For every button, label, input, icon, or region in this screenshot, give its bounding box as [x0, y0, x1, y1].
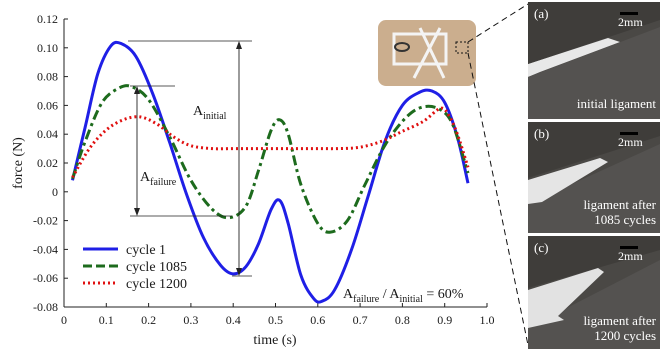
micrograph-initial: (a) 2mm initial ligament: [528, 2, 660, 119]
x-tick-label: 0.2: [141, 313, 156, 327]
legend-label-cycle-1200: cycle 1200: [126, 277, 187, 292]
lower-material: [528, 260, 660, 349]
ligament-gap: [528, 38, 620, 77]
scale-bar-a: [620, 12, 638, 15]
series-line-cycle-1: [71, 40, 470, 304]
zoom-leader-top: [467, 3, 529, 43]
x-tick-label: 1.0: [480, 313, 495, 327]
y-tick-label: -0.04: [33, 242, 58, 256]
ligament-gap: [528, 158, 608, 204]
panel-label-c: (c): [534, 240, 549, 255]
upper-material: [528, 2, 660, 64]
legend: cycle 1 cycle 1085 cycle 1200: [83, 243, 187, 292]
a-failure-arrowhead-top: [134, 86, 140, 94]
a-failure-label: Afailure: [140, 170, 177, 188]
micrograph-1085: (b) 2mm ligament after 1085 cycles: [528, 122, 660, 233]
caption-c-line-2: 1200 cycles: [594, 328, 656, 343]
specimen-strut-1: [418, 27, 446, 79]
scale-bar-b: [620, 132, 638, 135]
upper-material: [528, 122, 660, 178]
caption-b: ligament after 1085 cycles: [583, 197, 656, 227]
y-tick-label: 0.04: [37, 127, 58, 141]
legend-label-cycle-1085: cycle 1085: [126, 260, 187, 275]
x-tick-label: 0.5: [268, 313, 283, 327]
lower-material: [528, 27, 660, 119]
x-axis-title: time (s): [253, 333, 296, 348]
micrograph-1200-art: [528, 236, 660, 349]
x-tick-label: 0.4: [226, 313, 241, 327]
zoom-leader-bottom: [467, 52, 529, 346]
x-tick-label: 0.8: [395, 313, 410, 327]
y-tick-label: 0.12: [37, 12, 58, 26]
specimen-inset-photo: [378, 20, 476, 86]
a-failure-arrowhead-bottom: [134, 208, 140, 216]
a-initial-label: Ainitial: [193, 104, 227, 122]
y-tick-label: 0.02: [37, 156, 58, 170]
y-tick-label: -0.02: [33, 214, 58, 228]
y-tick-label: 0.08: [37, 70, 58, 84]
y-tick-labels: -0.08 -0.06 -0.04 -0.02 0 0.02 0.04 0.06 0.08 0.1…: [33, 12, 68, 314]
micrograph-1085-art: [528, 122, 660, 233]
series-line-cycle-1200: [71, 106, 470, 179]
caption-c: ligament after 1200 cycles: [583, 313, 656, 343]
caption-a: initial ligament: [577, 96, 656, 111]
panel-label-b: (b): [534, 126, 550, 141]
caption-b-line-2: 1085 cycles: [594, 212, 656, 227]
specimen-strut-2: [412, 27, 442, 79]
y-tick-label: -0.08: [33, 300, 58, 314]
x-tick-label: 0.1: [99, 313, 114, 327]
y-tick-label: 0.10: [37, 41, 58, 55]
caption-b-line-1: ligament after: [583, 197, 656, 212]
specimen-clip: [394, 42, 410, 52]
crack-gap: [528, 268, 604, 328]
x-tick-labels: 0 0.1 0.2 0.3 0.4 0.5 0.6 0.7 0.8 0.9 1.0: [61, 303, 495, 327]
x-tick-label: 0.3: [183, 313, 198, 327]
series-layer: [71, 40, 470, 304]
a-initial-arrowhead-top: [236, 41, 242, 49]
micrograph-1200: (c) 2mm ligament after 1200 cycles: [528, 236, 660, 349]
x-tick-label: 0.6: [310, 313, 325, 327]
panel-label-a: (a): [534, 6, 549, 21]
y-tick-label: 0: [52, 185, 58, 199]
x-tick-label: 0.9: [437, 313, 452, 327]
lower-material: [528, 144, 660, 233]
y-tick-label: 0.06: [37, 98, 58, 112]
y-axis-title: force (N): [11, 137, 26, 189]
x-tick-label: 0: [61, 313, 67, 327]
series-line-cycle-1085: [71, 84, 470, 234]
caption-c-line-1: ligament after: [583, 313, 656, 328]
scale-text-a: 2mm: [618, 15, 643, 29]
scale-text-c: 2mm: [618, 249, 643, 263]
ratio-annotation: Afailure / Ainitial = 60%: [343, 287, 464, 305]
caption-a-line-1: initial ligament: [576, 96, 656, 111]
a-initial-arrowhead-bottom: [236, 268, 242, 276]
legend-label-cycle-1: cycle 1: [126, 243, 166, 258]
y-tick-label: -0.06: [33, 271, 58, 285]
scale-text-b: 2mm: [618, 135, 643, 149]
upper-material: [528, 236, 660, 288]
inset-zoom-box: [455, 41, 469, 54]
micrograph-initial-art: [528, 2, 660, 119]
amplitude-annotations: Ainitial Afailure Afailure / Ainitial = …: [128, 40, 464, 305]
x-tick-label: 0.7: [353, 313, 368, 327]
scale-bar-c: [620, 246, 638, 249]
